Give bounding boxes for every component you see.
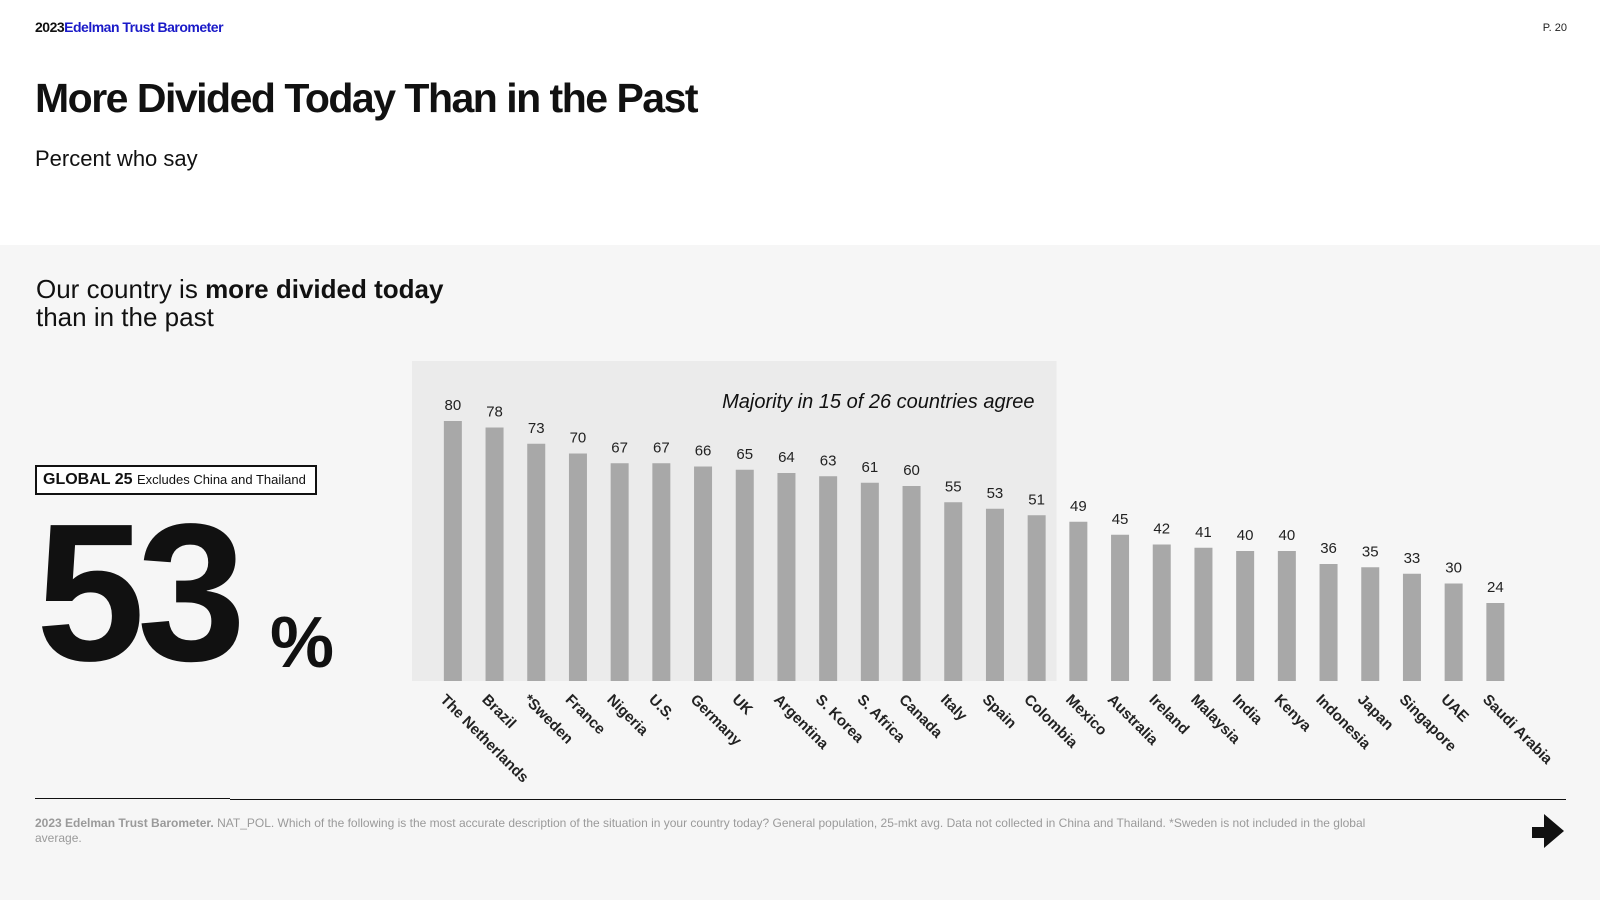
bar-value-label: 61 — [862, 459, 879, 476]
footnote-text: NAT_POL. Which of the following is the m… — [35, 816, 1366, 845]
header-brand: 2023Edelman Trust Barometer — [35, 19, 224, 35]
bar-value-label: 65 — [736, 446, 753, 463]
bar — [568, 453, 587, 681]
bar — [694, 466, 713, 681]
footer-rule — [230, 799, 1566, 800]
category-label: India — [1229, 691, 1266, 728]
bar — [610, 463, 629, 681]
bar-value-label: 49 — [1070, 498, 1087, 515]
bar — [819, 476, 838, 681]
bar — [527, 443, 546, 681]
bar — [944, 502, 963, 681]
bar-value-label: 78 — [486, 404, 503, 421]
bar-value-label: 67 — [653, 439, 670, 456]
bar — [777, 473, 796, 681]
bar-value-label: 80 — [445, 397, 462, 414]
bar — [1361, 567, 1380, 681]
bar-value-label: 60 — [903, 462, 920, 479]
page-number: P. 20 — [1542, 22, 1567, 34]
chart-annotation: Majority in 15 of 26 countries agree — [722, 391, 1034, 413]
bar — [735, 469, 754, 681]
global-label-box: GLOBAL 25 Excludes China and Thailand — [35, 465, 317, 495]
category-label: UAE — [1437, 691, 1471, 725]
bar — [1444, 583, 1463, 681]
bar-value-label: 53 — [987, 485, 1004, 502]
category-label: Saudi Arabia — [1479, 691, 1556, 768]
bar-value-label: 66 — [695, 443, 712, 460]
bar-value-label: 42 — [1153, 521, 1170, 538]
global-value: 53 — [36, 483, 246, 702]
bar — [485, 427, 504, 681]
statement-pre: Our country is — [36, 274, 206, 304]
bar-value-label: 30 — [1445, 560, 1462, 577]
bar-value-label: 63 — [820, 452, 837, 469]
bar — [1236, 551, 1255, 681]
bar-value-label: 64 — [778, 449, 795, 466]
statement: Our country is more divided today than i… — [36, 275, 443, 331]
global-label: GLOBAL 25 — [43, 471, 133, 488]
global-unit: % — [270, 603, 335, 683]
bar-value-label: 40 — [1279, 527, 1296, 544]
category-label: U.S. — [645, 691, 678, 724]
bar-value-label: 36 — [1320, 540, 1337, 557]
bar — [652, 463, 671, 681]
category-label: Spain — [979, 691, 1020, 732]
page-title: More Divided Today Than in the Past — [35, 75, 699, 121]
bar — [1027, 515, 1046, 681]
statement-post: than in the past — [36, 302, 214, 332]
bar-value-label: 40 — [1237, 527, 1254, 544]
brand-year: 2023 — [35, 19, 65, 35]
footnote-source: 2023 Edelman Trust Barometer. — [35, 816, 214, 830]
bar-value-label: 55 — [945, 478, 962, 495]
category-label: Kenya — [1271, 691, 1315, 735]
statement-bold: more divided today — [205, 274, 444, 304]
bar-value-label: 33 — [1404, 550, 1421, 567]
bar-value-label: 67 — [611, 439, 628, 456]
bar — [1486, 603, 1505, 681]
bar — [1069, 521, 1088, 681]
bar — [860, 482, 879, 681]
bar-value-label: 35 — [1362, 543, 1379, 560]
footer-rule-short — [35, 798, 230, 799]
footnote: 2023 Edelman Trust Barometer. NAT_POL. W… — [35, 816, 1380, 846]
bar-value-label: 45 — [1112, 511, 1129, 528]
category-label: Italy — [937, 691, 971, 725]
bar-value-label: 41 — [1195, 524, 1212, 541]
bar — [1277, 551, 1296, 681]
brand-name: Edelman Trust Barometer — [64, 19, 224, 35]
bar — [1194, 547, 1213, 681]
bar — [1319, 564, 1338, 681]
category-label: Nigeria — [603, 691, 651, 739]
category-label: UK — [729, 691, 756, 718]
bar-value-label: 24 — [1487, 579, 1504, 596]
bar — [902, 486, 921, 681]
global-note: Excludes China and Thailand — [136, 472, 306, 487]
bar-value-label: 73 — [528, 420, 545, 437]
bar — [1111, 534, 1130, 681]
bar — [443, 421, 462, 681]
page-subtitle: Percent who say — [35, 146, 198, 171]
bar — [1402, 573, 1421, 681]
bar — [1152, 544, 1171, 681]
bar — [985, 508, 1004, 681]
next-arrow-icon[interactable] — [1530, 812, 1566, 848]
bar-value-label: 70 — [570, 430, 587, 447]
bar-value-label: 51 — [1028, 491, 1045, 508]
